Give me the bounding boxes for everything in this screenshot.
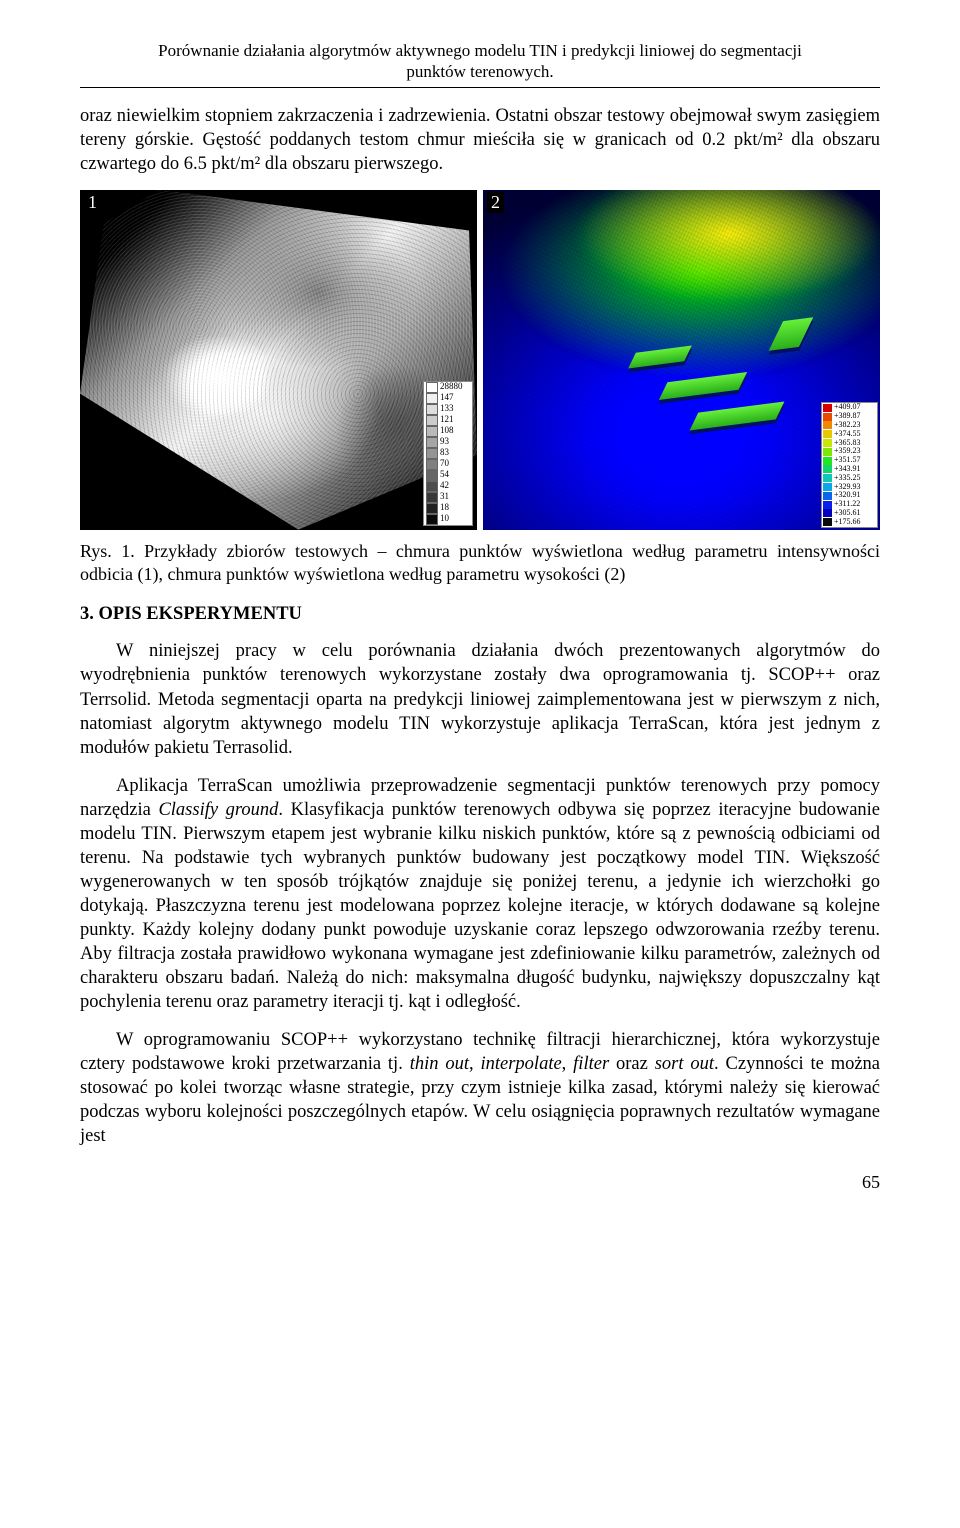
legend-value: 28880 — [440, 382, 463, 392]
legend-value: +175.66 — [834, 518, 861, 527]
legend-value: 10 — [440, 514, 449, 524]
paragraph-1: W niniejszej pracy w celu porównania dzi… — [80, 639, 880, 759]
legend-value: 108 — [440, 426, 454, 436]
p3-i2: interpolate — [480, 1054, 561, 1074]
legend-swatch — [426, 503, 438, 514]
legend-gray-row: 18 — [424, 503, 472, 514]
legend-swatch — [426, 481, 438, 492]
legend-value: 31 — [440, 492, 449, 502]
legend-swatch — [426, 470, 438, 481]
legend-value: 133 — [440, 404, 454, 414]
header-line2: punktów terenowych. — [406, 62, 553, 81]
figure-row: 1 288801471331211089383705442311810 2 +4… — [80, 190, 880, 530]
legend-swatch — [426, 437, 438, 448]
p3-s2: , — [562, 1054, 574, 1074]
legend-gray-row: 108 — [424, 426, 472, 437]
figure-1-pointcloud — [80, 190, 477, 530]
legend-value: 147 — [440, 393, 454, 403]
legend-gray-row: 42 — [424, 481, 472, 492]
figure-1-legend: 288801471331211089383705442311810 — [423, 381, 473, 526]
legend-swatch — [823, 509, 832, 517]
page-number: 65 — [80, 1172, 880, 1193]
building-shape — [658, 372, 746, 400]
building-shape — [768, 317, 813, 351]
legend-swatch — [823, 518, 832, 526]
p2-italic: Classify ground — [158, 800, 278, 820]
paragraph-2: Aplikacja TerraScan umożliwia przeprowad… — [80, 774, 880, 1014]
p3-i1: thin out — [410, 1054, 469, 1074]
legend-value: 18 — [440, 503, 449, 513]
building-shape — [690, 402, 785, 431]
legend-swatch — [823, 430, 832, 438]
figure-1: 1 288801471331211089383705442311810 — [80, 190, 477, 530]
legend-gray-row: 93 — [424, 437, 472, 448]
legend-gray-row: 28880 — [424, 382, 472, 393]
legend-gray-row: 54 — [424, 470, 472, 481]
legend-swatch — [426, 382, 438, 393]
caption-prefix: Rys. 1. — [80, 541, 144, 561]
legend-gray-row: 133 — [424, 404, 472, 415]
legend-gray-row: 121 — [424, 415, 472, 426]
legend-swatch — [823, 492, 832, 500]
legend-swatch — [823, 404, 832, 412]
legend-swatch — [426, 404, 438, 415]
legend-gray-row: 147 — [424, 393, 472, 404]
legend-swatch — [823, 474, 832, 482]
p2-part-b: . Klasyfikacja punktów terenowych odbywa… — [80, 800, 880, 1012]
legend-value: 70 — [440, 459, 449, 469]
legend-swatch — [426, 492, 438, 503]
legend-swatch — [426, 459, 438, 470]
p3-i4: sort out — [655, 1054, 714, 1074]
legend-swatch — [823, 501, 832, 509]
section-heading: 3. OPIS EKSPERYMENTU — [80, 604, 880, 625]
legend-gray-row: 70 — [424, 459, 472, 470]
legend-value: 42 — [440, 481, 449, 491]
legend-value: 54 — [440, 470, 449, 480]
caption-body: Przykłady zbiorów testowych – chmura pun… — [80, 541, 880, 584]
running-header: Porównanie działania algorytmów aktywneg… — [80, 40, 880, 88]
intro-paragraph: oraz niewielkim stopniem zakrzaczenia i … — [80, 104, 880, 176]
legend-gray-row: 10 — [424, 514, 472, 525]
p3-i3: filter — [573, 1054, 609, 1074]
figure-2: 2 +409.07+389.87+382.23+374.55+365.83+35… — [483, 190, 880, 530]
legend-swatch — [823, 448, 832, 456]
legend-swatch — [426, 448, 438, 459]
figure-2-number: 2 — [487, 192, 504, 213]
legend-color-row: +175.66 — [822, 518, 877, 527]
paragraph-3: W oprogramowaniu SCOP++ wykorzystano tec… — [80, 1028, 880, 1148]
legend-swatch — [426, 514, 438, 525]
legend-swatch — [426, 426, 438, 437]
legend-swatch — [823, 421, 832, 429]
legend-swatch — [823, 465, 832, 473]
legend-swatch — [823, 439, 832, 447]
legend-swatch — [823, 413, 832, 421]
legend-swatch — [426, 393, 438, 404]
legend-value: 121 — [440, 415, 454, 425]
figure-2-legend: +409.07+389.87+382.23+374.55+365.83+359.… — [821, 402, 878, 527]
figure-caption: Rys. 1. Przykłady zbiorów testowych – ch… — [80, 540, 880, 587]
legend-swatch — [823, 483, 832, 491]
legend-gray-row: 83 — [424, 448, 472, 459]
p3-s1: , — [469, 1054, 481, 1074]
legend-gray-row: 31 — [424, 492, 472, 503]
figure-1-number: 1 — [84, 192, 101, 213]
p3-s3: oraz — [609, 1054, 655, 1074]
header-line1: Porównanie działania algorytmów aktywneg… — [158, 41, 802, 60]
legend-value: 93 — [440, 437, 449, 447]
legend-value: 83 — [440, 448, 449, 458]
building-shape — [628, 346, 692, 369]
legend-swatch — [426, 415, 438, 426]
legend-swatch — [823, 457, 832, 465]
